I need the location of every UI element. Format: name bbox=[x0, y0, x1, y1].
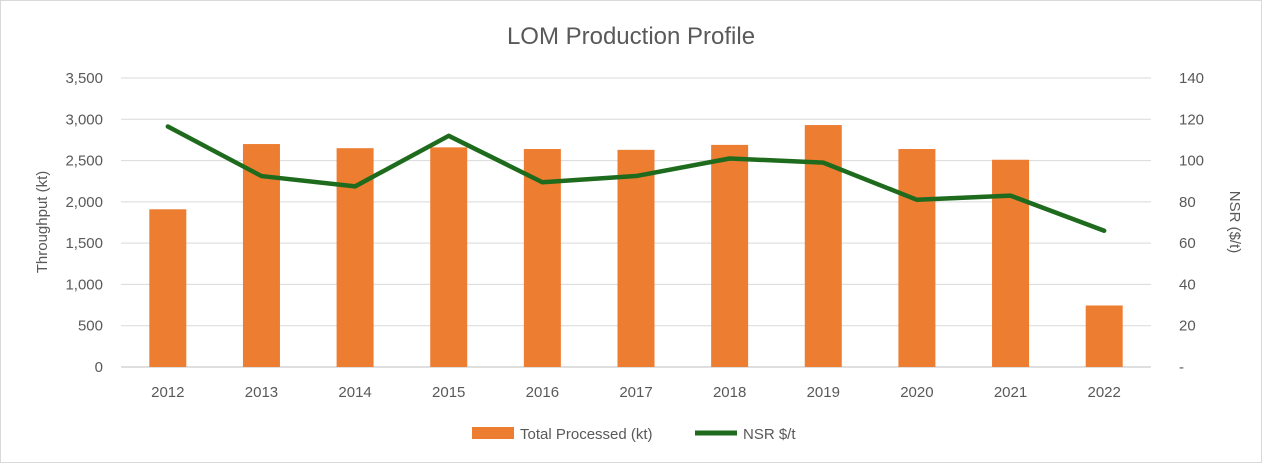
x-tick-label: 2020 bbox=[900, 384, 933, 401]
y-tick-label: 3,000 bbox=[65, 111, 103, 128]
y2-tick-label: 100 bbox=[1179, 153, 1204, 170]
bar bbox=[711, 144, 749, 367]
legend-label-bar: Total Processed (kt) bbox=[520, 426, 653, 443]
y2-tick-label: 40 bbox=[1179, 276, 1196, 293]
y2-axis-title: NSR ($/t) bbox=[1226, 191, 1243, 254]
bar bbox=[523, 149, 561, 367]
y-tick-label: 1,500 bbox=[65, 235, 103, 252]
y-axis-title: Throughput (kt) bbox=[34, 171, 51, 274]
x-tick-label: 2014 bbox=[338, 384, 371, 401]
right-axis-ticks: - 20 40 60 80 100 120 140 bbox=[1179, 70, 1204, 376]
bar bbox=[1085, 305, 1123, 367]
x-axis-ticks: 2012 2013 2014 2015 2016 2017 2018 2019 2020 2021… bbox=[151, 384, 1121, 401]
x-tick-label: 2016 bbox=[526, 384, 559, 401]
y2-tick-label: 60 bbox=[1179, 235, 1196, 252]
bar bbox=[617, 149, 655, 367]
y2-tick-label: - bbox=[1179, 359, 1184, 376]
bar bbox=[992, 159, 1030, 367]
line-series bbox=[165, 124, 1107, 234]
x-tick-label: 2019 bbox=[807, 384, 840, 401]
x-tick-label: 2017 bbox=[619, 384, 652, 401]
y-tick-label: 2,000 bbox=[65, 194, 103, 211]
x-tick-label: 2022 bbox=[1087, 384, 1120, 401]
y2-tick-label: 120 bbox=[1179, 111, 1204, 128]
left-axis-ticks: 0 500 1,000 1,500 2,000 2,500 3,000 3,500 bbox=[65, 70, 103, 376]
y-tick-label: 2,500 bbox=[65, 153, 103, 170]
y2-tick-label: 20 bbox=[1179, 318, 1196, 335]
x-tick-label: 2015 bbox=[432, 384, 465, 401]
y-tick-label: 500 bbox=[78, 318, 103, 335]
bar-series bbox=[149, 125, 1123, 368]
y-tick-label: 0 bbox=[95, 359, 103, 376]
y2-tick-label: 80 bbox=[1179, 194, 1196, 211]
legend-swatch-bar bbox=[472, 427, 514, 439]
x-tick-label: 2018 bbox=[713, 384, 746, 401]
legend: Total Processed (kt) NSR $/t bbox=[472, 426, 796, 443]
legend-label-line: NSR $/t bbox=[743, 426, 796, 443]
y-tick-label: 3,500 bbox=[65, 70, 103, 87]
y2-tick-label: 140 bbox=[1179, 70, 1204, 87]
x-tick-label: 2013 bbox=[245, 384, 278, 401]
bar bbox=[149, 209, 187, 367]
x-tick-label: 2012 bbox=[151, 384, 184, 401]
y-tick-label: 1,000 bbox=[65, 276, 103, 293]
chart-title: LOM Production Profile bbox=[507, 23, 755, 50]
x-tick-label: 2021 bbox=[994, 384, 1027, 401]
bar bbox=[430, 147, 468, 367]
nsr-line bbox=[165, 124, 1107, 234]
bar bbox=[242, 144, 280, 367]
bar bbox=[898, 149, 936, 367]
